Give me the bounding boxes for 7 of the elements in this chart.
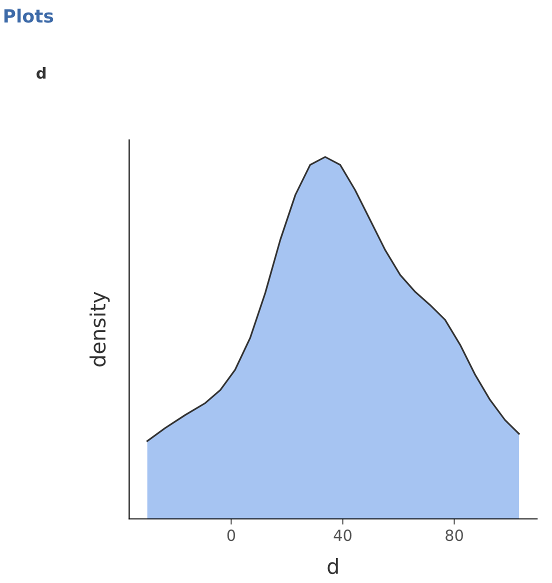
x-tick-label: 0 xyxy=(227,530,236,542)
x-tick-label: 40 xyxy=(334,530,352,542)
x-axis-title: d xyxy=(328,558,338,574)
y-axis-title: density xyxy=(90,292,110,366)
chart-title: Plots xyxy=(4,8,54,23)
x-tick-label: 80 xyxy=(446,530,463,542)
chart-subtitle: d xyxy=(36,67,46,79)
